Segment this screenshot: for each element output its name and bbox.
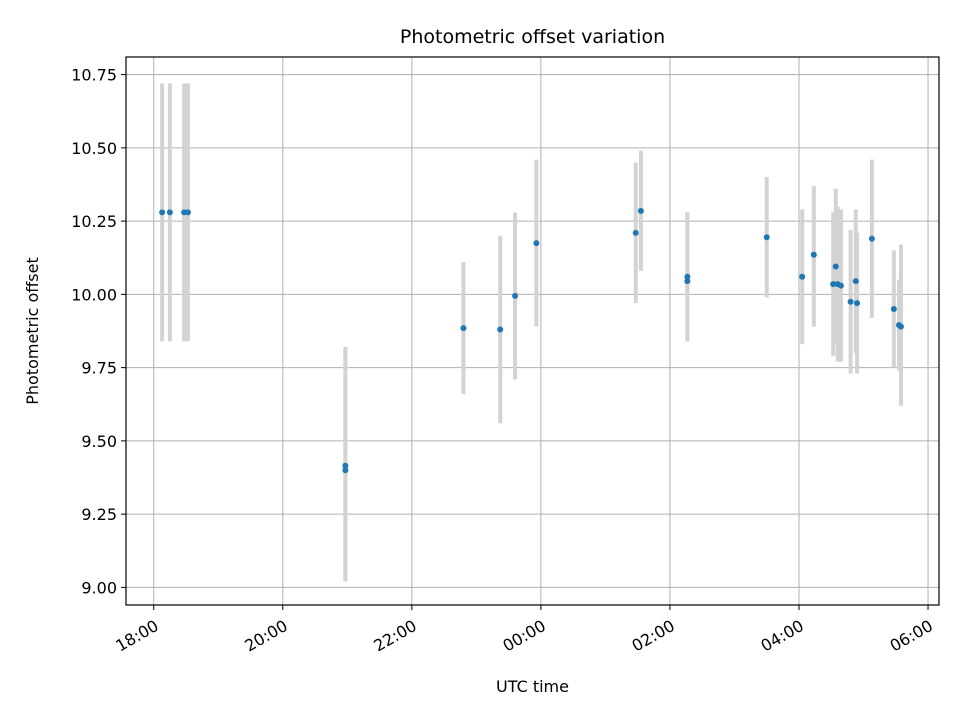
data-point: [184, 209, 191, 216]
y-tick-label: 9.25: [81, 505, 117, 524]
chart-title: Photometric offset variation: [400, 26, 665, 48]
x-tick-label: 04:00: [758, 616, 807, 656]
data-point: [497, 326, 504, 333]
y-tick-label: 9.75: [81, 359, 117, 378]
data-point: [166, 209, 173, 216]
data-point: [684, 273, 691, 280]
data-point: [342, 467, 349, 474]
grid-lines: [126, 57, 939, 605]
y-axis-ticks: 9.00 9.25 9.50 9.75 10.00 10.25 10.50 10.75: [71, 66, 126, 597]
x-tick-label: 00:00: [499, 616, 548, 656]
y-tick-label: 10.75: [71, 66, 117, 85]
data-point: [460, 325, 467, 332]
y-tick-label: 10.00: [71, 285, 117, 304]
y-tick-label: 10.25: [71, 212, 117, 231]
data-point: [342, 462, 349, 469]
data-point: [897, 323, 904, 330]
data-point: [799, 273, 806, 280]
data-point: [533, 240, 540, 247]
x-axis-title: UTC time: [496, 677, 569, 696]
x-tick-label: 02:00: [629, 616, 678, 656]
data-points: [159, 207, 904, 474]
data-point: [847, 298, 854, 305]
data-point: [632, 229, 639, 236]
x-tick-label: 18:00: [112, 616, 161, 656]
data-point: [837, 282, 844, 289]
data-point: [854, 300, 861, 307]
x-tick-label: 20:00: [241, 616, 290, 656]
data-point: [810, 251, 817, 258]
x-tick-label: 06:00: [887, 616, 936, 656]
y-tick-label: 9.50: [81, 432, 117, 451]
data-point: [637, 207, 644, 214]
data-point: [852, 278, 859, 285]
x-axis-ticks: 18:00 20:00 22:00 00:00 02:00 04:00 06:00: [112, 605, 936, 656]
error-bars: [160, 83, 903, 582]
data-point: [830, 281, 837, 288]
data-point: [868, 235, 875, 242]
data-point: [684, 278, 691, 285]
data-point: [890, 306, 897, 313]
data-point: [763, 234, 770, 241]
y-tick-label: 10.50: [71, 139, 117, 158]
data-point: [159, 209, 166, 216]
y-tick-label: 9.00: [81, 578, 117, 597]
plot-frame: [125, 56, 940, 606]
x-tick-label: 22:00: [370, 616, 419, 656]
data-point: [832, 263, 839, 270]
y-axis-title: Photometric offset: [23, 257, 42, 405]
data-point: [512, 292, 519, 299]
